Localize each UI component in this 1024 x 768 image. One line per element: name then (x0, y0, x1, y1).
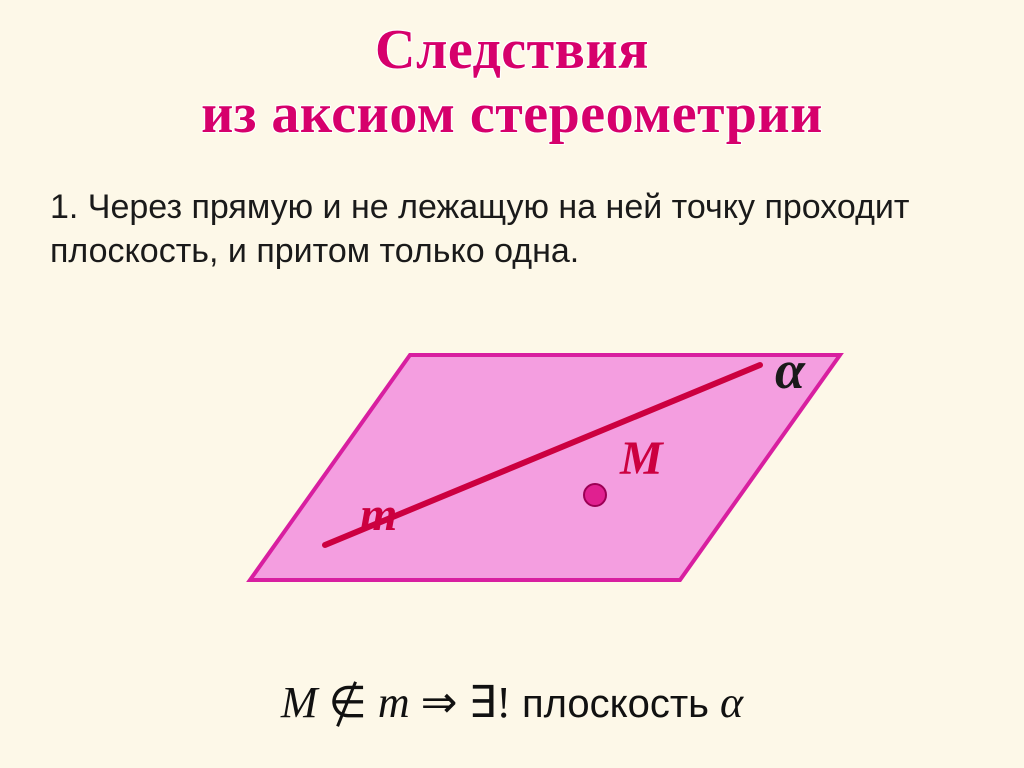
geometry-figure: α m M (140, 310, 870, 630)
unique-symbol: ! (496, 678, 511, 727)
notin-symbol: ∈ (329, 677, 367, 728)
line-label: m (360, 488, 397, 541)
formula-alpha: α (720, 678, 743, 727)
exists-symbol: ∃ (469, 678, 497, 727)
slide-content: Следствия из аксиом стереометрии 1. Чере… (0, 0, 1024, 768)
slide-title: Следствия из аксиом стереометрии (0, 0, 1024, 147)
plane-shape (250, 355, 840, 580)
formula: M ∈ m ⇒ ∃! плоскость α (0, 677, 1024, 728)
plane-label: α (775, 340, 806, 400)
point-M (584, 484, 606, 506)
figure-svg: α m M (140, 310, 870, 630)
formula-m: m (378, 678, 410, 727)
formula-M: M (281, 678, 318, 727)
point-label: M (619, 432, 665, 485)
formula-word: плоскость (522, 682, 709, 726)
theorem-text: 1. Через прямую и не лежащую на ней точк… (50, 186, 974, 273)
implies-symbol: ⇒ (421, 678, 458, 727)
